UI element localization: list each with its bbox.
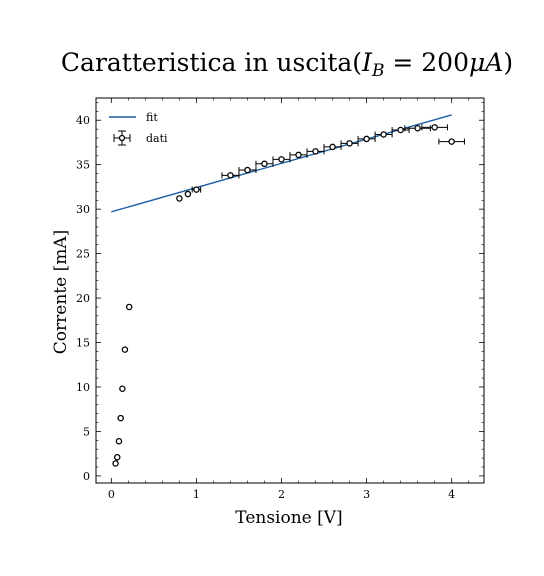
data-point (397, 126, 404, 134)
title-prefix: Caratteristica in uscita( (61, 48, 362, 77)
legend-dati-label: dati (146, 132, 168, 145)
x-tick-label: 2 (278, 488, 285, 501)
data-point (380, 131, 387, 138)
y-tick-label: 40 (76, 114, 90, 127)
title-mu: μ (469, 48, 485, 77)
x-tick-label: 4 (448, 488, 455, 501)
data-point (193, 186, 200, 193)
y-tick-label: 20 (76, 292, 90, 305)
data-point (448, 138, 455, 145)
x-tick-label: 3 (363, 488, 370, 501)
data-point (184, 190, 192, 198)
data-point (414, 124, 421, 132)
y-axis-label: Corrente [mA] (51, 230, 71, 354)
x-tick-label: 1 (193, 488, 200, 501)
x-axis-label: Tensione [V] (235, 508, 342, 528)
legend: fit dati (109, 111, 168, 146)
data-point (117, 414, 124, 422)
data-point (114, 453, 121, 461)
title-mid: = 200 (384, 48, 469, 77)
x-tick-label: 0 (108, 488, 115, 501)
data-point (227, 172, 234, 179)
data-point (278, 156, 285, 163)
y-tick-label: 10 (76, 381, 90, 394)
y-tick-label: 35 (76, 159, 90, 172)
data-point (121, 346, 129, 353)
data-point (329, 143, 336, 151)
data-point (115, 437, 123, 445)
title-sub: B (371, 61, 385, 81)
chart-title: Caratteristica in uscita(IB = 200μA) (61, 48, 513, 81)
legend-fit-label: fit (146, 111, 158, 124)
data-point (261, 160, 268, 168)
y-tick-label: 30 (76, 203, 90, 216)
title-var: I (361, 48, 373, 77)
y-tick-label: 25 (76, 248, 90, 261)
y-tick-label: 15 (76, 337, 90, 350)
fit-line (111, 114, 452, 213)
title-suffix: ) (503, 48, 513, 77)
data-point (346, 140, 353, 147)
y-tick-label: 0 (83, 470, 90, 483)
data-point (431, 124, 438, 131)
data-point (112, 460, 119, 467)
data-point (363, 135, 370, 143)
y-tick-label: 5 (83, 425, 90, 438)
data-point (125, 303, 133, 311)
data-point (244, 166, 251, 174)
data-point (295, 151, 302, 159)
data-point (119, 385, 126, 393)
plot-frame (95, 97, 485, 484)
data-point (312, 148, 319, 155)
title-unit: A (483, 48, 503, 77)
data-point (176, 195, 183, 202)
legend-dati-swatch (113, 130, 131, 146)
